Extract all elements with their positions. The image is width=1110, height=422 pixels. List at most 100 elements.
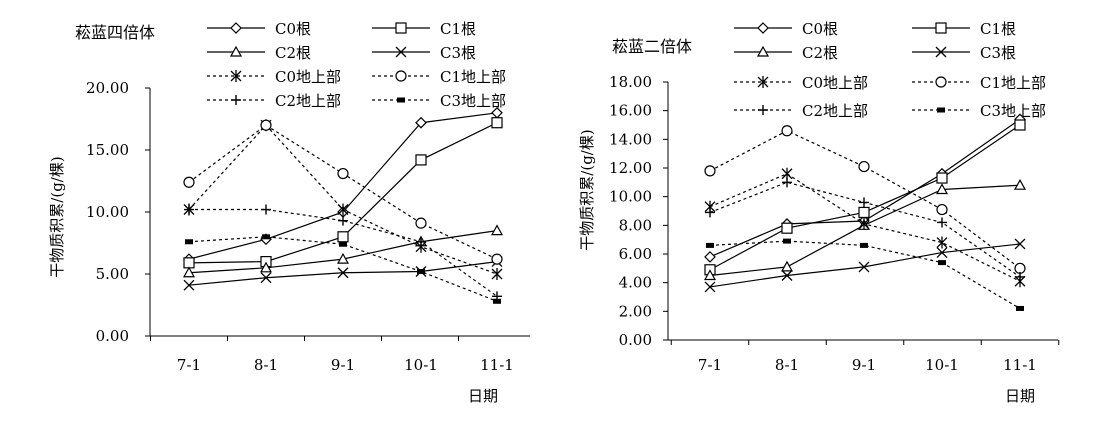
- data-point: [1016, 305, 1024, 311]
- legend-item: C0地上部: [207, 68, 341, 86]
- data-point: [781, 125, 793, 137]
- data-point: [259, 261, 273, 273]
- y-tick-label: 5.00: [96, 265, 129, 283]
- series-line: [709, 184, 1021, 277]
- legend-label: C0地上部: [802, 74, 868, 92]
- data-point: [493, 298, 501, 304]
- legend-label: C2地上部: [802, 102, 868, 120]
- legend-marker: [395, 46, 407, 58]
- x-tick-labels: 7-1 8-1 9-1 10-1 11-1: [177, 356, 514, 374]
- data-point: [704, 251, 716, 263]
- legend-item: C3地上部: [372, 92, 506, 110]
- x-tick-label: 9-1: [852, 356, 876, 374]
- data-point: [183, 279, 195, 291]
- legend-marker: [756, 45, 770, 57]
- data-point: [183, 176, 195, 188]
- legend-label: C1地上部: [440, 68, 506, 86]
- series-8: [185, 234, 501, 304]
- x-tick-label: 8-1: [254, 356, 278, 374]
- series-group: [182, 106, 504, 304]
- series-line: [709, 124, 1021, 271]
- series-3: [703, 178, 1027, 281]
- legend-item: C0根: [734, 20, 838, 38]
- legend-item: C2地上部: [207, 92, 341, 110]
- series-line: [709, 240, 1021, 309]
- y-tick-label: 10.00: [609, 188, 652, 206]
- legend-label: C1地上部: [980, 74, 1046, 92]
- data-point: [858, 261, 870, 273]
- data-point: [704, 165, 716, 177]
- legend-item: C2根: [207, 44, 311, 62]
- legend-marker: [230, 22, 242, 34]
- legend-marker: [757, 76, 769, 88]
- legend-item: C3根: [372, 44, 476, 62]
- y-tick-label: 4.00: [619, 274, 652, 292]
- y-tick-label: 18.00: [609, 73, 652, 91]
- legend: C0根 C1根 C2根 C3根 C0地上部 C1地上部 C2地上部 C3地上部: [207, 20, 506, 110]
- legend-item: C0根: [207, 20, 311, 38]
- x-tick-label: 7-1: [698, 356, 722, 374]
- legend-label: C3根: [440, 44, 476, 62]
- y-tick-label: 16.00: [609, 102, 652, 120]
- data-point: [260, 272, 272, 284]
- data-point: [936, 203, 948, 216]
- legend-marker: [937, 107, 945, 113]
- data-point: [1014, 119, 1026, 131]
- legend-label: C0根: [275, 20, 311, 38]
- data-point: [417, 269, 425, 275]
- data-point: [183, 257, 195, 269]
- data-point: [703, 269, 717, 281]
- legend-marker: [935, 22, 947, 34]
- x-tick-label: 11-1: [480, 356, 514, 374]
- legend-marker: [757, 22, 769, 34]
- data-point: [860, 242, 868, 248]
- data-point: [937, 217, 947, 228]
- legend-label: C0地上部: [275, 68, 341, 86]
- data-point: [185, 239, 193, 245]
- legend-marker: [395, 22, 407, 34]
- x-axis-label: 日期: [1005, 387, 1035, 405]
- legend-marker: [229, 45, 243, 57]
- legend-item: C1根: [372, 20, 476, 38]
- legend-label: C1根: [440, 20, 476, 38]
- x-tick-label: 7-1: [177, 356, 201, 374]
- y-tick-label: 8.00: [619, 216, 652, 234]
- chart-title: 菘蓝四倍体: [75, 23, 155, 42]
- x-axis-label: 日期: [468, 387, 498, 405]
- legend-label: C3地上部: [440, 92, 506, 110]
- data-point: [935, 183, 949, 195]
- data-point: [706, 242, 714, 248]
- data-point: [337, 231, 349, 243]
- series-4: [704, 238, 1026, 293]
- legend-marker: [758, 105, 768, 115]
- series-6: [183, 119, 503, 265]
- data-point: [1014, 262, 1026, 274]
- series-8: [706, 238, 1024, 311]
- x-tick-label: 11-1: [1003, 356, 1037, 374]
- data-point: [780, 260, 794, 272]
- y-tick-label: 14.00: [609, 130, 652, 148]
- x-tick-label: 10-1: [925, 356, 959, 374]
- data-point: [1013, 178, 1027, 190]
- series-2: [704, 119, 1026, 276]
- legend-label: C2根: [802, 44, 838, 62]
- data-point: [336, 252, 350, 264]
- data-point: [491, 268, 503, 280]
- y-axis-label: 干物质积累/(g/棵): [48, 156, 66, 277]
- y-tick-label: 10.00: [86, 203, 129, 221]
- chart-diploid: 菘蓝二倍体 C0根 C1根 C2根 C3根 C0地上部 C1地上部 C2地上部 C3地上部 干…: [578, 20, 1060, 405]
- legend-label: C0根: [802, 20, 838, 38]
- data-point: [491, 253, 503, 265]
- data-point: [705, 207, 715, 218]
- chart-tetraploid: 菘蓝四倍体 C0根 C1根 C2根 C3根 C0地上部 C1地上部 C2地上部 C3地上部 干…: [48, 20, 530, 405]
- data-point: [182, 266, 196, 278]
- legend-label: C3地上部: [980, 102, 1046, 120]
- y-tick-label: 6.00: [619, 245, 652, 263]
- legend-item: C2地上部: [734, 102, 868, 120]
- series-line: [189, 208, 498, 297]
- legend-marker: [231, 95, 241, 105]
- data-point: [783, 238, 791, 244]
- data-point: [704, 281, 716, 293]
- y-tick-label: 15.00: [86, 141, 129, 159]
